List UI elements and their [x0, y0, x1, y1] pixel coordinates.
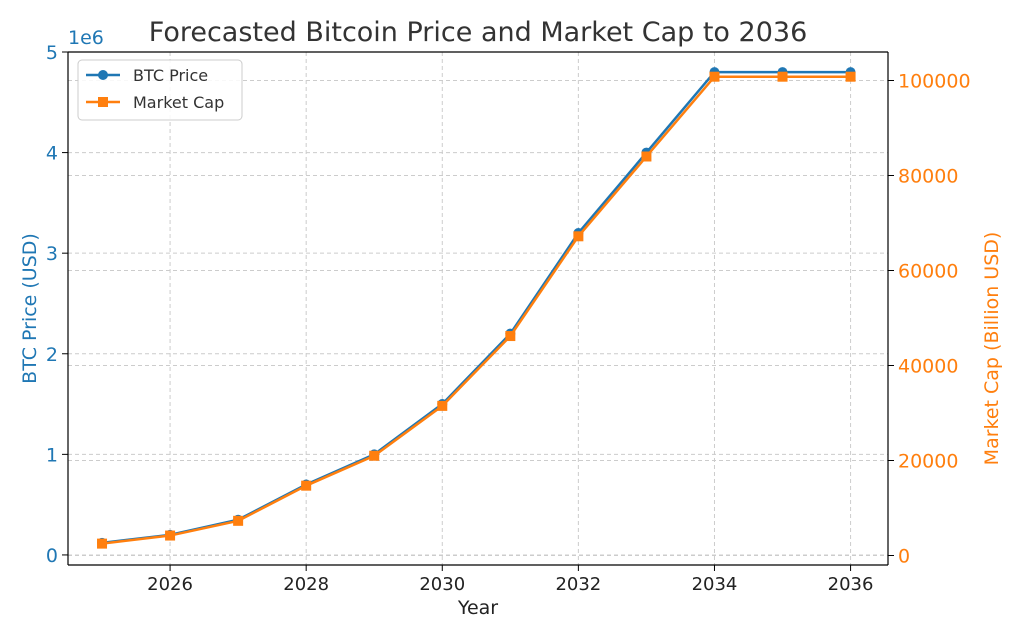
- series-market-cap: [97, 71, 856, 549]
- series-layer: [97, 67, 856, 549]
- x-tick-label: 2034: [692, 574, 738, 595]
- x-tick-label: 2028: [283, 574, 329, 595]
- y-right-tick-label: 20000: [898, 451, 958, 473]
- data-point: [709, 71, 720, 82]
- y-right-tick-label: 100000: [898, 71, 971, 93]
- data-point: [165, 530, 176, 541]
- y-right-tick-label: 60000: [898, 261, 958, 283]
- data-point: [437, 400, 448, 411]
- data-point: [573, 231, 584, 242]
- legend-marker: [98, 70, 108, 80]
- chart-title: Forecasted Bitcoin Price and Market Cap …: [149, 17, 808, 48]
- x-tick-label: 2026: [147, 574, 193, 595]
- data-point: [233, 515, 244, 526]
- legend-label: Market Cap: [133, 93, 224, 112]
- y-left-tick-label: 4: [46, 143, 58, 165]
- legend-label: BTC Price: [133, 66, 208, 85]
- y-left-tick-label: 0: [46, 545, 58, 567]
- y-left-tick-label: 5: [46, 42, 58, 64]
- y-left-axis-label: BTC Price (USD): [19, 233, 41, 384]
- x-tick-label: 2036: [828, 574, 874, 595]
- data-point: [777, 71, 788, 82]
- y-left-tick-label: 1: [46, 444, 58, 466]
- data-point: [505, 331, 516, 342]
- series-line: [101, 70, 851, 545]
- legend: BTC Price Market Cap: [77, 59, 243, 121]
- series-btc-price: [97, 67, 856, 548]
- legend-entry: Market Cap: [86, 93, 224, 112]
- data-point: [97, 538, 108, 549]
- series-line: [101, 75, 851, 545]
- data-point: [845, 71, 856, 82]
- x-tick-label: 2032: [555, 574, 601, 595]
- y-right-tick-label: 0: [898, 546, 910, 568]
- x-tick-label: 2030: [419, 574, 465, 595]
- y-right-tick-label: 80000: [898, 166, 958, 188]
- y-left-offset-label: 1e6: [68, 27, 104, 49]
- y-right-axis-label: Market Cap (Billion USD): [981, 232, 1003, 466]
- y-left-tick-label: 3: [46, 243, 58, 265]
- x-axis-label: Year: [457, 597, 498, 619]
- data-point: [641, 151, 652, 162]
- grid: [68, 51, 888, 565]
- legend-marker: [98, 97, 108, 107]
- y-right-tick-label: 40000: [898, 356, 958, 378]
- legend-entry: BTC Price: [86, 66, 208, 85]
- y-left-tick-label: 2: [46, 344, 58, 366]
- data-point: [301, 480, 312, 491]
- data-point: [369, 450, 380, 461]
- axes: 2026 2028 2030 2032 2034 2036 0 1 2 3 4 5 1e6 0 20000 4…: [19, 27, 1003, 619]
